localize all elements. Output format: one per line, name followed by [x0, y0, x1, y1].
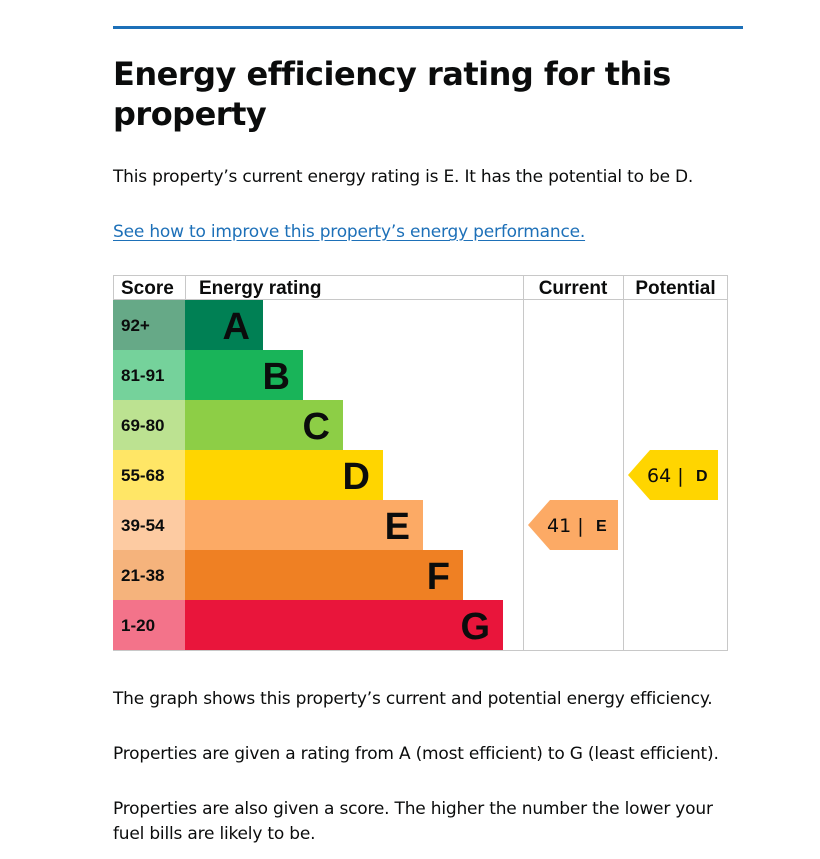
score-range-a: 92+ — [121, 316, 150, 335]
ratings-explanation: Properties are given a rating from A (mo… — [113, 744, 719, 764]
rating-bar-d — [185, 450, 383, 500]
header-current: Current — [539, 278, 608, 299]
rating-letter-e: E — [385, 506, 410, 548]
rating-bar-g — [185, 600, 503, 650]
rating-letter-g: G — [460, 606, 490, 648]
rating-letter-f: F — [427, 556, 450, 598]
score-cell-e — [113, 500, 185, 550]
graph-explanation: The graph shows this property’s current … — [113, 689, 713, 709]
rating-bar-f — [185, 550, 463, 600]
rating-letter-a: A — [223, 306, 250, 348]
score-cell-g — [113, 600, 185, 650]
score-cell-f — [113, 550, 185, 600]
score-cell-c — [113, 400, 185, 450]
rating-letter-c: C — [303, 406, 330, 448]
score-explanation: Properties are also given a score. The h… — [113, 799, 713, 844]
score-range-f: 21-38 — [121, 566, 164, 585]
potential-score: 64 | — [647, 465, 684, 487]
header-potential: Potential — [635, 278, 715, 299]
improve-performance-link[interactable]: See how to improve this property’s energ… — [113, 222, 586, 242]
current-indicator — [528, 500, 618, 550]
score-range-c: 69-80 — [121, 416, 164, 435]
score-range-d: 55-68 — [121, 466, 164, 485]
rating-letter-b: B — [263, 356, 290, 398]
rating-bar-b — [185, 350, 303, 400]
rating-letter-d: D — [343, 456, 370, 498]
rating-bar-e — [185, 500, 423, 550]
score-range-e: 39-54 — [121, 516, 165, 535]
score-cell-a — [113, 300, 185, 350]
header-energy-rating: Energy rating — [199, 278, 321, 299]
current-letter: E — [596, 518, 607, 535]
energy-rating-chart: Score Energy rating Current Potential 92… — [113, 275, 728, 651]
score-cell-b — [113, 350, 185, 400]
score-range-g: 1-20 — [121, 616, 155, 635]
rating-bar-a — [185, 300, 263, 350]
section-divider — [113, 26, 743, 29]
current-score: 41 | — [547, 515, 584, 537]
score-range-b: 81-91 — [121, 366, 164, 385]
rating-summary: This property’s current energy rating is… — [113, 167, 694, 187]
potential-letter: D — [696, 468, 708, 485]
header-score: Score — [121, 278, 174, 299]
potential-indicator — [628, 450, 718, 500]
rating-bar-c — [185, 400, 343, 450]
score-cell-d — [113, 450, 185, 500]
page-title: Energy efficiency rating for this proper… — [113, 55, 671, 133]
